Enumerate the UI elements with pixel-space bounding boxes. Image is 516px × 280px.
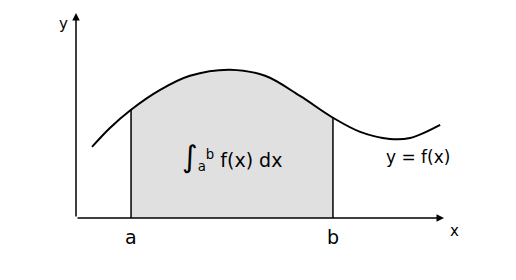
svg-text:a: a — [125, 226, 137, 248]
svg-text:∫​a​​b​ f(x) dx: ∫​a​​b​ f(x) dx — [182, 139, 282, 174]
svg-text:y = f(x): y = f(x) — [386, 147, 450, 167]
svg-text:x: x — [450, 222, 459, 240]
svg-text:y: y — [59, 15, 68, 33]
svg-text:b: b — [327, 226, 339, 248]
